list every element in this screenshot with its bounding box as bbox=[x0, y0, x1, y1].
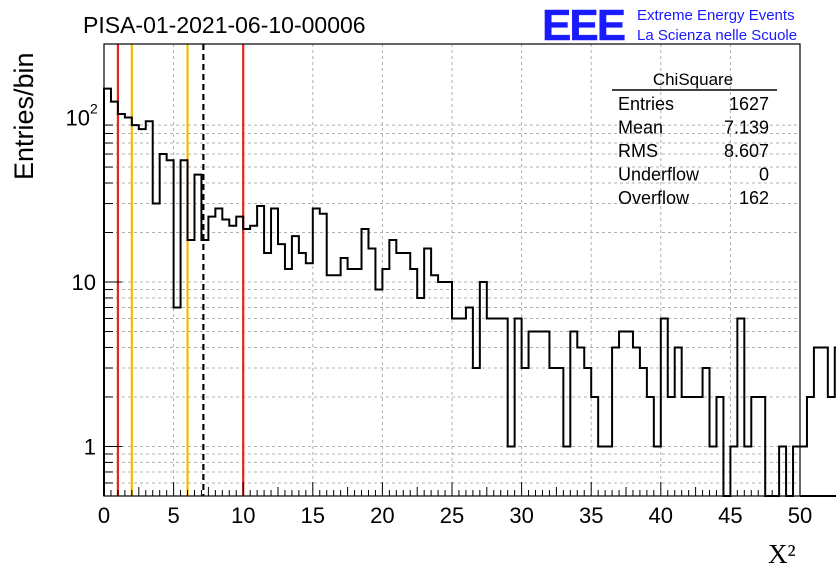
x-tick-label: 25 bbox=[440, 503, 464, 528]
x-axis-label: X² bbox=[768, 539, 796, 569]
x-tick-label: 5 bbox=[167, 503, 179, 528]
chart-title: PISA-01-2021-06-10-00006 bbox=[83, 12, 366, 38]
stats-row-value: 1627 bbox=[729, 94, 769, 114]
eee-logo-mark: EEE bbox=[542, 1, 625, 50]
stats-row-value: 162 bbox=[739, 188, 769, 208]
x-tick-label: 30 bbox=[509, 503, 533, 528]
y-tick-label: 1 bbox=[84, 434, 96, 459]
stats-row-label: Entries bbox=[618, 94, 674, 114]
stats-row-label: RMS bbox=[618, 141, 658, 161]
stats-box-title: ChiSquare bbox=[653, 70, 733, 89]
y-axis-label: Entries/bin bbox=[9, 52, 39, 180]
stats-row-label: Mean bbox=[618, 118, 663, 138]
stats-rows: Entries 1627 Mean 7.139 RMS 8.607 Underflow 0 Ov… bbox=[618, 94, 769, 208]
x-tick-label: 15 bbox=[301, 503, 325, 528]
y-tick-label: 10 bbox=[72, 270, 96, 295]
stats-row-value: 0 bbox=[759, 165, 769, 185]
logo-line-1: Extreme Energy Events bbox=[637, 7, 795, 24]
y-tick-label: 10 bbox=[66, 106, 90, 131]
x-tick-label: 10 bbox=[231, 503, 255, 528]
logo-line-2: La Scienza nelle Scuole bbox=[637, 27, 797, 44]
x-tick-label: 35 bbox=[579, 503, 603, 528]
x-tick-label: 40 bbox=[649, 503, 673, 528]
stats-row-value: 8.607 bbox=[724, 141, 769, 161]
stats-box: ChiSquare Entries 1627 Mean 7.139 RMS 8.607 Un… bbox=[612, 70, 777, 208]
stats-row-label: Underflow bbox=[618, 165, 700, 185]
stats-row-value: 7.139 bbox=[724, 118, 769, 138]
grid-lines bbox=[104, 44, 800, 497]
x-tick-label: 50 bbox=[788, 503, 812, 528]
stats-row-label: Overflow bbox=[618, 188, 690, 208]
x-tick-label: 45 bbox=[718, 503, 742, 528]
x-tick-label: 0 bbox=[98, 503, 110, 528]
y-tick-exponent: 2 bbox=[90, 101, 98, 117]
histogram-outline bbox=[103, 87, 836, 497]
axis-ticks bbox=[103, 124, 801, 497]
x-tick-label: 20 bbox=[370, 503, 394, 528]
eee-logo: EEE Extreme Energy Events La Scienza nel… bbox=[542, 1, 797, 51]
